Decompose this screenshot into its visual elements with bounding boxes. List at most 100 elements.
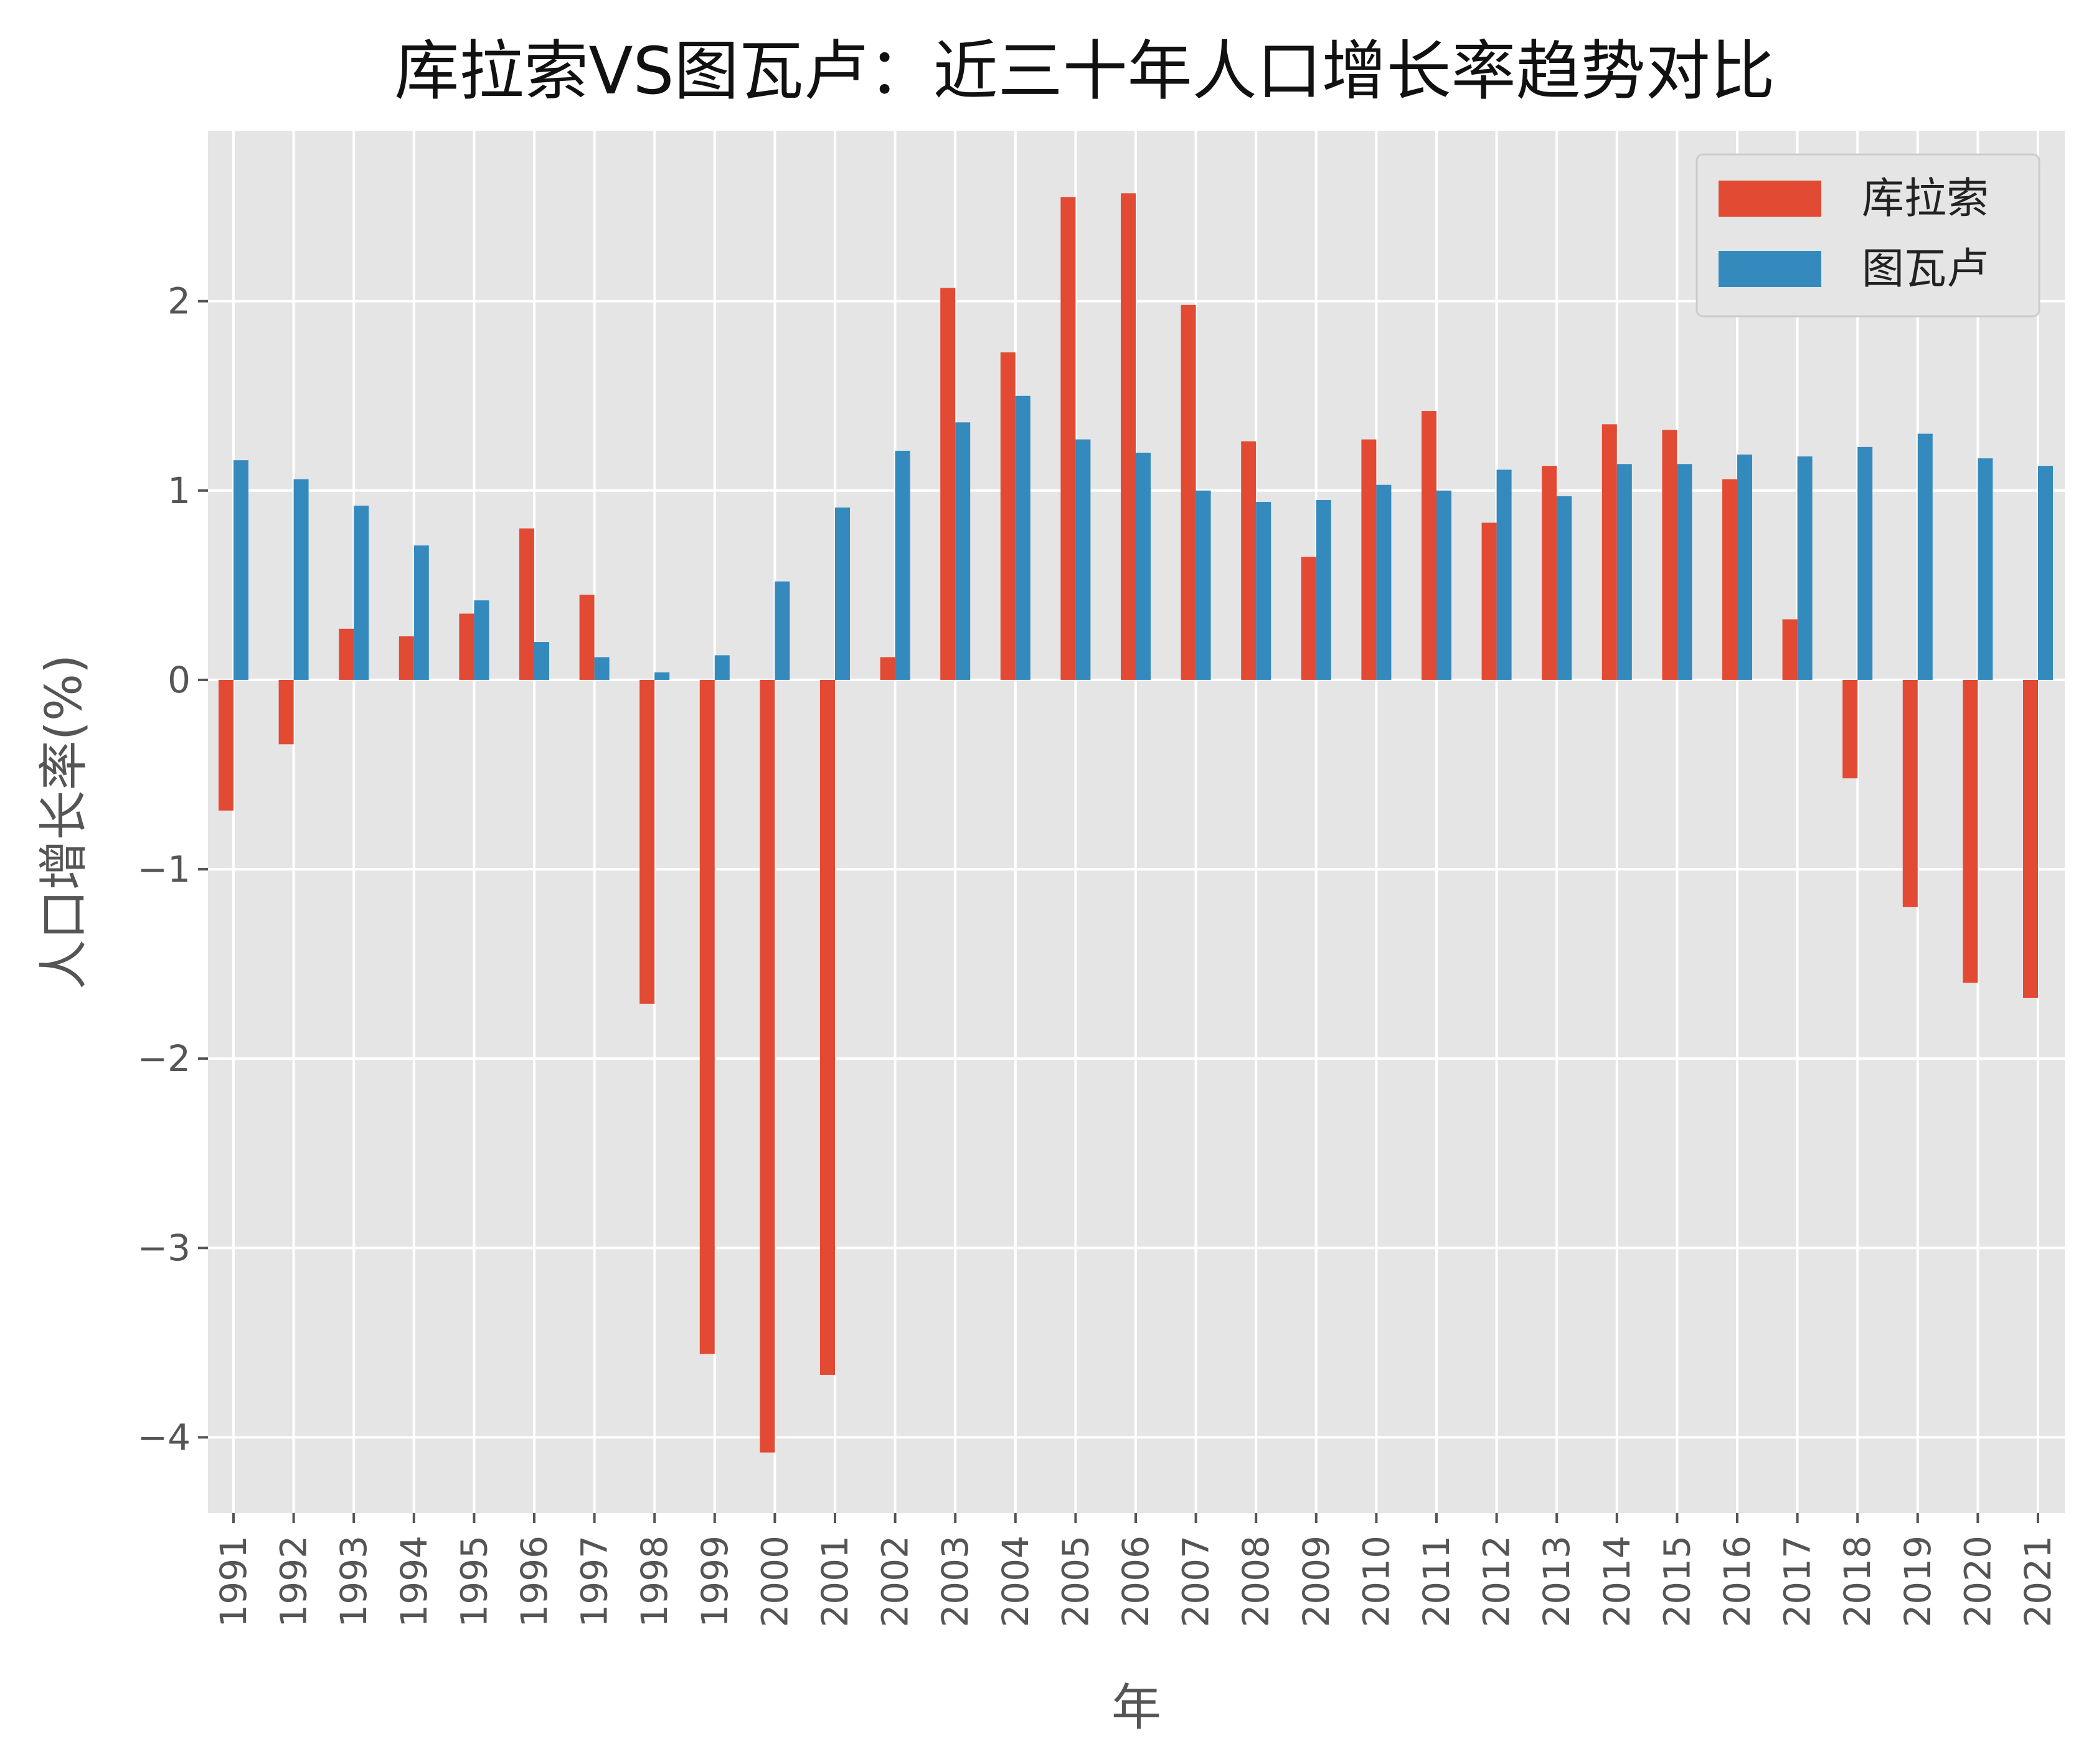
x-tick-label: 2004: [994, 1535, 1037, 1628]
bar-curacao: [760, 679, 775, 1453]
x-tick-label: 2017: [1776, 1535, 1819, 1628]
x-tick-label: 1997: [573, 1535, 616, 1628]
bar-tuvalu: [775, 581, 790, 680]
bar-tuvalu: [2038, 466, 2053, 680]
bar-curacao: [1241, 441, 1257, 680]
x-tick-label: 2000: [753, 1535, 796, 1628]
x-tick-label: 2002: [874, 1535, 917, 1628]
bar-tuvalu: [1256, 502, 1271, 680]
bar-tuvalu: [1978, 458, 1993, 680]
bar-curacao: [1963, 679, 1978, 983]
legend-swatch-tuvalu: [1719, 251, 1821, 287]
bar-tuvalu: [474, 600, 489, 680]
bar-tuvalu: [835, 507, 850, 680]
bar-curacao: [1542, 466, 1557, 680]
bar-tuvalu: [1436, 490, 1451, 680]
bar-curacao: [1361, 439, 1377, 680]
bar-curacao: [399, 636, 414, 680]
x-tick-label: 1999: [694, 1535, 736, 1628]
bar-curacao: [699, 679, 715, 1354]
bar-tuvalu: [1015, 395, 1030, 680]
bar-curacao: [1722, 479, 1737, 680]
bar-tuvalu: [534, 642, 549, 680]
x-tick-label: 1992: [273, 1535, 315, 1628]
x-tick-label: 1994: [393, 1535, 435, 1628]
x-tick-label: 2007: [1175, 1535, 1217, 1628]
x-tick-label: 2019: [1897, 1535, 1939, 1628]
bar-tuvalu: [1075, 439, 1091, 680]
bar-curacao: [1842, 679, 1858, 779]
bar-tuvalu: [1677, 464, 1692, 680]
bar-curacao: [1902, 679, 1918, 907]
legend-label-tuvalu: 图瓦卢: [1862, 245, 1989, 294]
bar-tuvalu: [233, 460, 248, 680]
x-tick-label: 2005: [1054, 1535, 1097, 1628]
legend-label-curacao: 库拉索: [1862, 174, 1989, 224]
legend: 库拉索 图瓦卢: [1695, 153, 2040, 318]
bar-tuvalu: [594, 657, 610, 680]
bar-tuvalu: [1496, 469, 1512, 680]
bar-curacao: [1481, 522, 1497, 680]
x-tick-label: 2020: [1956, 1535, 1999, 1628]
bar-curacao: [820, 679, 835, 1375]
bar-tuvalu: [1376, 484, 1392, 680]
y-axis-label: 人口增长率(%): [35, 654, 93, 989]
y-tick-label: −2: [138, 1037, 191, 1080]
bar-tuvalu: [1316, 500, 1331, 680]
y-axis-ticks: −4 −3 −2 −1 0 1 2: [138, 280, 208, 1458]
bar-tuvalu: [895, 450, 910, 680]
bar-tuvalu: [1917, 433, 1933, 680]
x-tick-label: 2003: [934, 1535, 976, 1628]
x-axis-ticks: 1991 1992 1993 1994 1995 1996 1997 1998 1999 2000…: [212, 1513, 2059, 1628]
bar-curacao: [1301, 557, 1316, 680]
bar-tuvalu: [1557, 496, 1572, 680]
bar-tuvalu: [293, 479, 309, 680]
x-tick-label: 2009: [1295, 1535, 1337, 1628]
x-tick-label: 2001: [814, 1535, 856, 1628]
bar-curacao: [1181, 304, 1196, 680]
bar-curacao: [1601, 424, 1617, 680]
y-tick-label: −1: [138, 848, 191, 890]
bar-curacao: [278, 679, 294, 745]
x-tick-label: 2012: [1476, 1535, 1518, 1628]
x-tick-label: 2011: [1415, 1535, 1458, 1628]
x-tick-label: 2016: [1716, 1535, 1758, 1628]
bar-tuvalu: [1797, 456, 1813, 680]
x-tick-label: 1998: [633, 1535, 676, 1628]
x-tick-label: 1993: [332, 1535, 375, 1628]
x-tick-label: 2010: [1355, 1535, 1397, 1628]
legend-swatch-curacao: [1719, 181, 1821, 217]
bar-curacao: [1662, 430, 1677, 680]
x-tick-label: 2021: [2017, 1535, 2059, 1628]
bar-curacao: [639, 679, 655, 1004]
bar-curacao: [1000, 352, 1016, 680]
chart-title: 库拉索VS图瓦卢：近三十年人口增长率趋势对比: [394, 33, 1775, 109]
bar-curacao: [2023, 679, 2038, 998]
bar-tuvalu: [354, 506, 369, 680]
bar-tuvalu: [955, 422, 971, 680]
bar-curacao: [940, 288, 956, 680]
bar-curacao: [339, 628, 354, 680]
bar-curacao: [1060, 197, 1076, 680]
x-tick-label: 2013: [1535, 1535, 1578, 1628]
bars-group: [219, 193, 2053, 1453]
y-tick-label: −3: [138, 1227, 191, 1269]
x-tick-label: 1995: [453, 1535, 495, 1628]
bar-curacao: [1422, 411, 1436, 680]
x-tick-label: 2014: [1596, 1535, 1638, 1628]
x-tick-label: 2008: [1235, 1535, 1277, 1628]
bar-tuvalu: [1616, 464, 1632, 680]
bar-curacao: [1121, 193, 1136, 680]
bar-tuvalu: [1737, 455, 1752, 680]
bar-curacao: [519, 528, 534, 680]
bar-tuvalu: [654, 672, 670, 680]
bar-tuvalu: [1136, 452, 1151, 680]
bar-tuvalu: [1857, 446, 1873, 680]
bar-curacao: [219, 679, 233, 811]
x-tick-label: 2018: [1836, 1535, 1879, 1628]
y-tick-label: 0: [167, 659, 191, 701]
y-tick-label: 2: [167, 280, 191, 323]
x-tick-label: 1996: [513, 1535, 555, 1628]
bar-tuvalu: [1196, 490, 1211, 680]
x-tick-label: 2006: [1115, 1535, 1157, 1628]
